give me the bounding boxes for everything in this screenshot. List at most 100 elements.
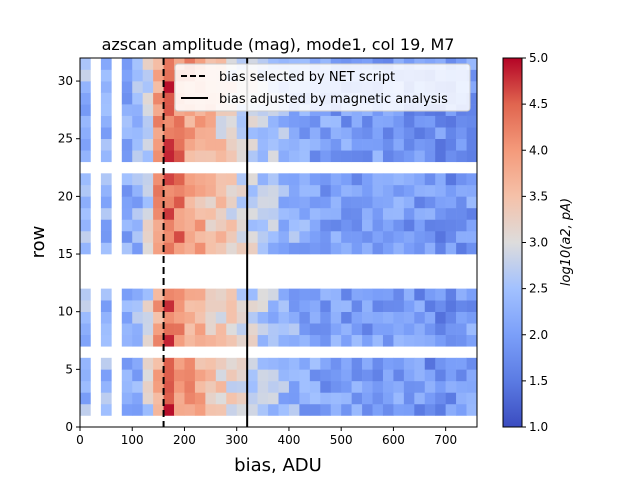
heatmap-cell — [184, 369, 196, 382]
heatmap-cell — [466, 104, 477, 116]
heatmap-cell — [174, 138, 185, 151]
heatmap-cell — [215, 323, 227, 336]
heatmap-cell — [80, 357, 91, 370]
heatmap-cell — [142, 69, 154, 82]
heatmap-cell — [330, 288, 342, 301]
heatmap-cell — [372, 311, 384, 324]
heatmap-cell — [320, 219, 332, 232]
heatmap-cell — [121, 392, 133, 405]
heatmap-cell — [403, 173, 415, 186]
heatmap-cell — [153, 138, 164, 151]
heatmap-cell — [362, 196, 373, 209]
heatmap-cell — [247, 300, 258, 312]
heatmap-cell — [351, 138, 363, 151]
heatmap-cell — [153, 334, 164, 347]
heatmap-cell — [247, 173, 258, 186]
heatmap-cell — [424, 207, 436, 220]
heatmap-cell — [435, 196, 446, 209]
heatmap-cell — [215, 311, 227, 324]
heatmap-cell — [309, 392, 321, 405]
heatmap-cell — [142, 81, 154, 93]
heatmap-cell — [142, 219, 154, 232]
heatmap-cell — [278, 150, 290, 163]
heatmap-cell — [278, 392, 290, 405]
heatmap-cell — [174, 150, 185, 163]
heatmap-cell — [100, 369, 112, 382]
heatmap-cell — [247, 380, 258, 393]
heatmap-cell — [309, 207, 321, 220]
x-tick-label: 100 — [121, 433, 144, 447]
heatmap-cell — [226, 403, 238, 416]
heatmap-cell — [247, 369, 258, 382]
heatmap-cell — [299, 380, 311, 393]
heatmap-cell — [163, 334, 175, 347]
heatmap-cell — [174, 392, 185, 405]
heatmap-cell — [435, 127, 446, 140]
heatmap-cell — [226, 230, 238, 243]
heatmap-cell — [268, 207, 279, 220]
heatmap-cell — [414, 115, 426, 128]
heatmap-cell — [309, 323, 321, 336]
heatmap-cell — [309, 334, 321, 347]
heatmap-cell — [299, 311, 311, 324]
heatmap-cell — [132, 242, 143, 255]
heatmap-cell — [341, 138, 352, 151]
heatmap-cell — [414, 150, 426, 163]
heatmap-cell — [80, 81, 91, 93]
heatmap-cell — [309, 311, 321, 324]
heatmap-cell — [299, 323, 311, 336]
heatmap-cell — [435, 369, 446, 382]
heatmap-cell — [288, 242, 300, 255]
heatmap-cell — [382, 184, 394, 197]
heatmap-cell — [257, 403, 269, 416]
heatmap-cell — [382, 403, 394, 416]
heatmap-cell — [194, 242, 206, 255]
heatmap-cell — [257, 173, 269, 186]
heatmap-cell — [121, 58, 133, 70]
heatmap-cell — [278, 323, 290, 336]
heatmap-cell — [351, 369, 363, 382]
heatmap-cell — [236, 196, 248, 209]
heatmap-cell — [268, 369, 279, 382]
heatmap-cell — [320, 196, 332, 209]
heatmap-cell — [403, 138, 415, 151]
heatmap-cell — [320, 357, 332, 370]
heatmap-cell — [382, 242, 394, 255]
heatmap-cell — [372, 300, 384, 312]
heatmap-cell — [299, 115, 311, 128]
heatmap-cell — [226, 184, 238, 197]
heatmap-cell — [268, 288, 279, 301]
heatmap-cell — [142, 207, 154, 220]
heatmap-cell — [205, 380, 217, 393]
heatmap-cell — [132, 58, 143, 70]
heatmap-cell — [80, 115, 91, 128]
heatmap-cells — [80, 58, 477, 416]
heatmap-cell — [372, 380, 384, 393]
heatmap-cell — [194, 173, 206, 186]
heatmap-cell — [320, 369, 332, 382]
heatmap-cell — [80, 334, 91, 347]
colorbar-tick-label: 4.5 — [529, 97, 548, 111]
heatmap-cell — [163, 184, 175, 197]
heatmap-cell — [80, 138, 91, 151]
heatmap-cell — [205, 115, 217, 128]
y-tick-label: 15 — [58, 247, 73, 261]
heatmap-cell — [257, 300, 269, 312]
heatmap-cell — [445, 127, 457, 140]
heatmap-cell — [163, 58, 175, 70]
heatmap-cell — [330, 173, 342, 186]
heatmap-cell — [121, 81, 133, 93]
heatmap-cell — [351, 207, 363, 220]
heatmap-cell — [163, 92, 175, 105]
x-axis-label: bias, ADU — [234, 455, 322, 476]
heatmap-cell — [456, 242, 467, 255]
heatmap-cell — [330, 392, 342, 405]
heatmap-cell — [100, 300, 112, 312]
heatmap-cell — [184, 242, 196, 255]
heatmap-cell — [424, 300, 436, 312]
heatmap-cell — [268, 323, 279, 336]
heatmap-cell — [382, 369, 394, 382]
heatmap-cell — [393, 127, 405, 140]
heatmap-cell — [278, 127, 290, 140]
heatmap-cell — [268, 196, 279, 209]
